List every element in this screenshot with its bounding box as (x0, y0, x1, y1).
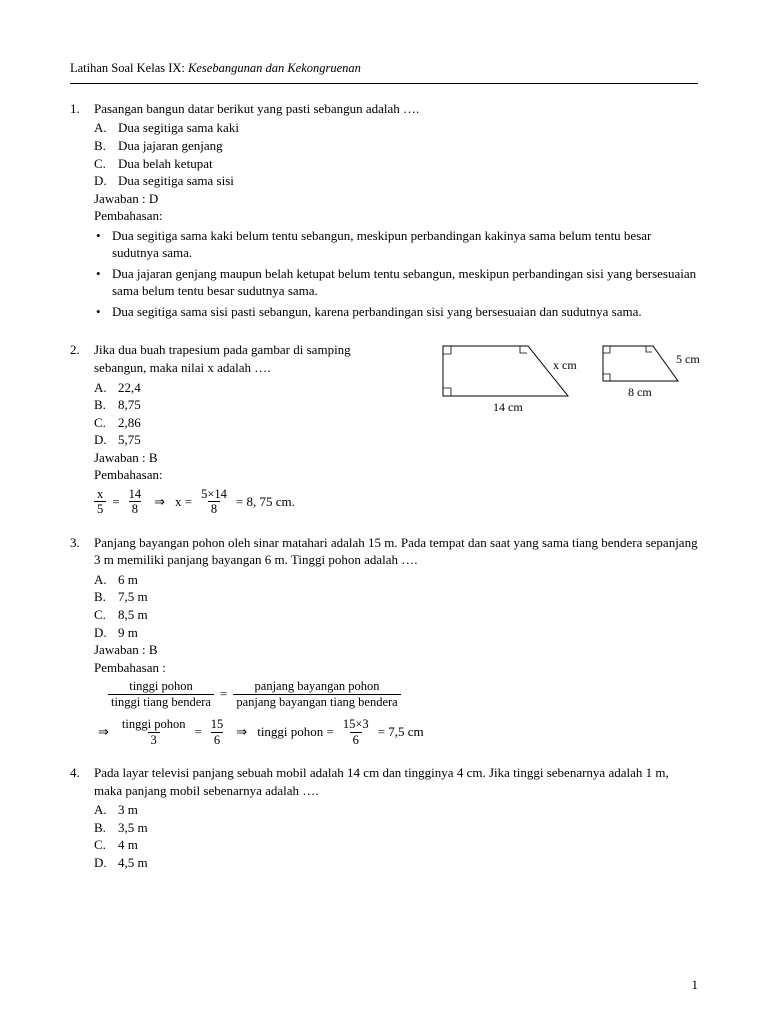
q3-number: 3. (70, 534, 94, 746)
q2-discussion-label: Pembahasan: (94, 466, 394, 484)
q3-math-line1: tinggi pohontinggi tiang bendera = panja… (108, 680, 698, 708)
opt-letter: A. (94, 801, 118, 819)
q2-math: x5 = 148 ⇒ x = 5×148 = 8, 75 cm. (94, 488, 394, 516)
q3-answer: Jawaban : B (94, 641, 698, 659)
q2-opt-b: 8,75 (118, 396, 141, 414)
svg-text:5 cm: 5 cm (676, 352, 700, 366)
trapezoid-large-icon: x cm 14 cm (438, 341, 578, 416)
question-2: 2. Jika dua buah trapesium pada gambar d… (70, 341, 698, 515)
q1-number: 1. (70, 100, 94, 324)
opt-letter: C. (94, 836, 118, 854)
header-prefix: Latihan Soal Kelas IX: (70, 61, 188, 75)
q2-answer: Jawaban : B (94, 449, 394, 467)
q3-math-line2: ⇒ tinggi pohon3 = 156 ⇒ tinggi pohon = 1… (94, 718, 698, 746)
svg-text:x cm: x cm (553, 358, 577, 372)
opt-letter: B. (94, 137, 118, 155)
q1-opt-d: Dua segitiga sama sisi (118, 172, 234, 190)
q1-opt-b: Dua jajaran genjang (118, 137, 223, 155)
q1-bullets: Dua segitiga sama kaki belum tentu seban… (94, 227, 698, 321)
q4-opt-a: 3 m (118, 801, 138, 819)
q2-opt-d: 5,75 (118, 431, 141, 449)
q4-opt-c: 4 m (118, 836, 138, 854)
q2-opt-a: 22,4 (118, 379, 141, 397)
question-1: 1. Pasangan bangun datar berikut yang pa… (70, 100, 698, 324)
opt-letter: B. (94, 588, 118, 606)
q1-bullet-2: Dua jajaran genjang maupun belah ketupat… (94, 265, 698, 300)
q3-opt-a: 6 m (118, 571, 138, 589)
page-number: 1 (692, 976, 699, 994)
opt-letter: D. (94, 431, 118, 449)
q4-stem: Pada layar televisi panjang sebuah mobil… (94, 764, 698, 799)
svg-text:14 cm: 14 cm (493, 400, 523, 414)
q4-opt-b: 3,5 m (118, 819, 148, 837)
opt-letter: D. (94, 854, 118, 872)
opt-letter: C. (94, 155, 118, 173)
q2-opt-c: 2,86 (118, 414, 141, 432)
q4-opt-d: 4,5 m (118, 854, 148, 872)
q1-stem: Pasangan bangun datar berikut yang pasti… (94, 100, 698, 118)
q1-bullet-1: Dua segitiga sama kaki belum tentu seban… (94, 227, 698, 262)
q2-figure: x cm 14 cm 5 cm 8 cm (438, 341, 698, 416)
document-header: Latihan Soal Kelas IX: Kesebangunan dan … (70, 60, 698, 77)
opt-letter: A. (94, 571, 118, 589)
opt-letter: B. (94, 819, 118, 837)
opt-letter: A. (94, 379, 118, 397)
q1-bullet-3: Dua segitiga sama sisi pasti sebangun, k… (94, 303, 698, 321)
header-title: Kesebangunan dan Kekongruenan (188, 61, 361, 75)
q2-stem-line2: sebangun, maka nilai x adalah …. (94, 359, 394, 377)
trapezoid-small-icon: 5 cm 8 cm (598, 341, 698, 406)
q2-number: 2. (70, 341, 94, 515)
opt-letter: C. (94, 414, 118, 432)
opt-letter: C. (94, 606, 118, 624)
question-3: 3. Panjang bayangan pohon oleh sinar mat… (70, 534, 698, 746)
q1-discussion-label: Pembahasan: (94, 207, 698, 225)
header-rule (70, 83, 698, 84)
opt-letter: A. (94, 119, 118, 137)
q1-opt-a: Dua segitiga sama kaki (118, 119, 239, 137)
opt-letter: D. (94, 624, 118, 642)
svg-text:8 cm: 8 cm (628, 385, 652, 399)
q3-stem: Panjang bayangan pohon oleh sinar mataha… (94, 534, 698, 569)
q3-opt-b: 7,5 m (118, 588, 148, 606)
question-4: 4. Pada layar televisi panjang sebuah mo… (70, 764, 698, 871)
q2-stem-line1: Jika dua buah trapesium pada gambar di s… (94, 341, 394, 359)
opt-letter: D. (94, 172, 118, 190)
q1-answer: Jawaban : D (94, 190, 698, 208)
q1-opt-c: Dua belah ketupat (118, 155, 213, 173)
opt-letter: B. (94, 396, 118, 414)
q4-number: 4. (70, 764, 94, 871)
q3-opt-c: 8,5 m (118, 606, 148, 624)
q3-discussion-label: Pembahasan : (94, 659, 698, 677)
q3-opt-d: 9 m (118, 624, 138, 642)
